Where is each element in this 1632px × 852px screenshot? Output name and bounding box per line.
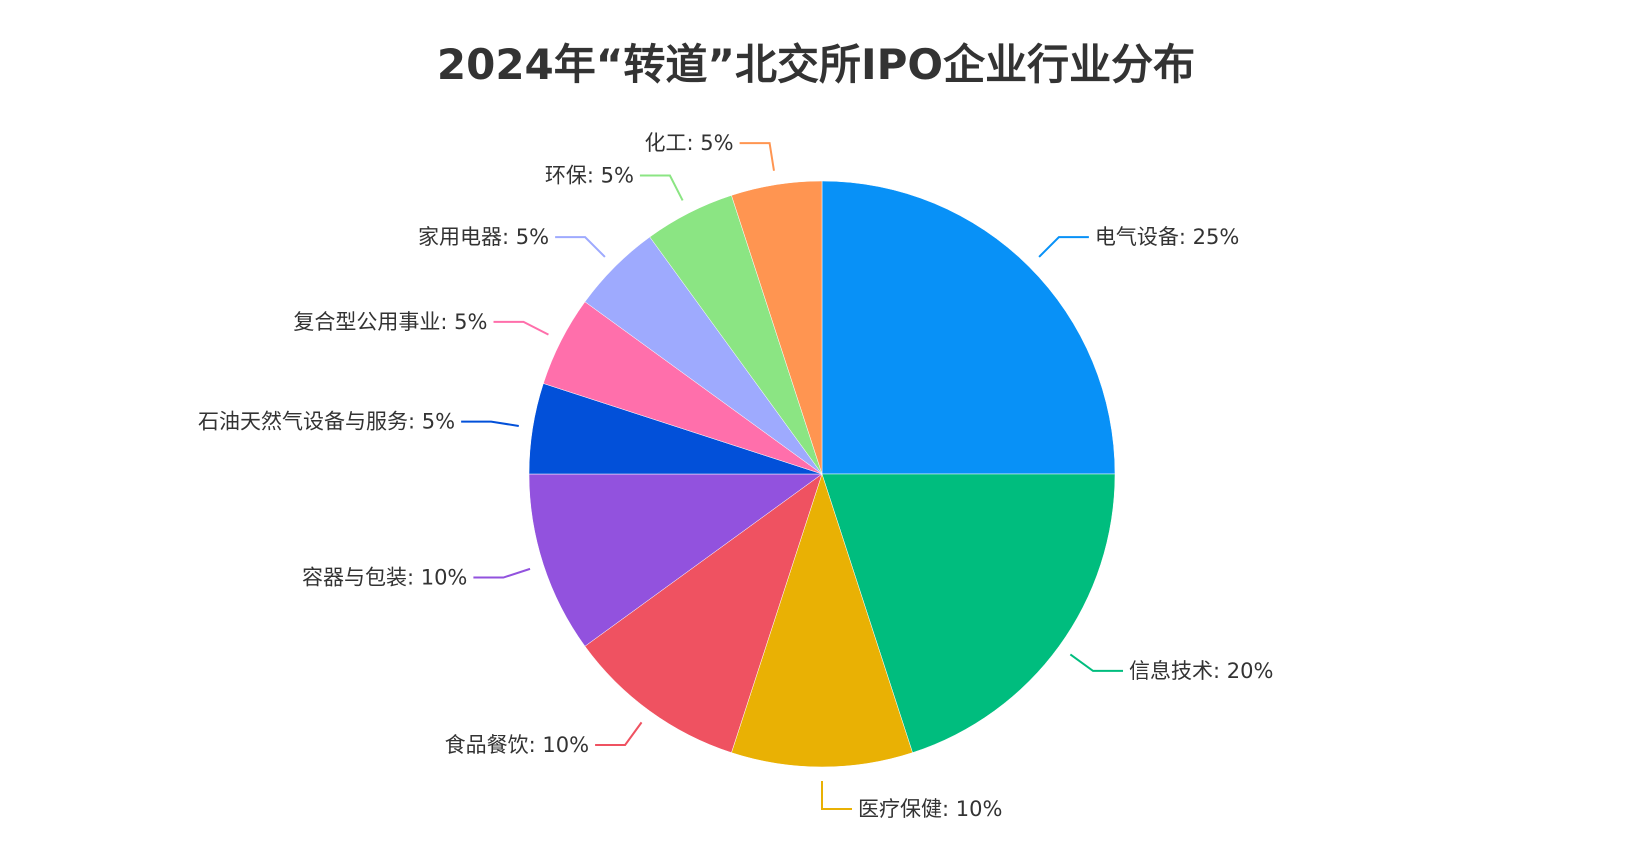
label-leader-line: [595, 721, 643, 747]
slice-label: 医疗保健: 10%: [858, 797, 1002, 821]
chart-title: 2024年“转道”北交所IPO企业行业分布: [436, 40, 1196, 89]
label-leader-line: [461, 420, 519, 427]
label-leader-line: [555, 236, 606, 258]
pie-slice: [821, 180, 1116, 475]
label-leader-line: [739, 142, 775, 171]
slice-label: 复合型公用事业: 5%: [293, 310, 487, 334]
slice-label: 环保: 5%: [545, 164, 634, 188]
label-leader-lines: [461, 142, 1124, 810]
slice-label: 容器与包装: 10%: [302, 566, 467, 590]
slice-label: 食品餐饮: 10%: [445, 733, 589, 757]
pie-slice: [821, 473, 1116, 753]
slice-label: 信息技术: 20%: [1129, 659, 1273, 683]
label-leader-line: [493, 320, 549, 336]
pie-slices: [528, 180, 1116, 768]
label-leader-line: [1038, 236, 1089, 258]
slice-label: 电气设备: 25%: [1095, 225, 1239, 249]
label-leader-line: [473, 567, 531, 579]
pie-slice: [731, 180, 823, 475]
pie-slice: [584, 473, 823, 753]
slice-label: 家用电器: 5%: [418, 225, 549, 249]
slice-labels: 电气设备: 25% 信息技术: 20% 医疗保健: 10% 食品餐饮: 10% 容器与包…: [198, 131, 1273, 821]
slice-label: 化工: 5%: [645, 131, 734, 155]
pie-slice: [731, 473, 913, 768]
slice-label: 石油天然气设备与服务: 5%: [198, 410, 455, 434]
label-leader-line: [639, 174, 684, 201]
pie-slice: [528, 473, 823, 647]
label-leader-line: [821, 781, 852, 810]
label-leader-line: [1069, 653, 1124, 672]
